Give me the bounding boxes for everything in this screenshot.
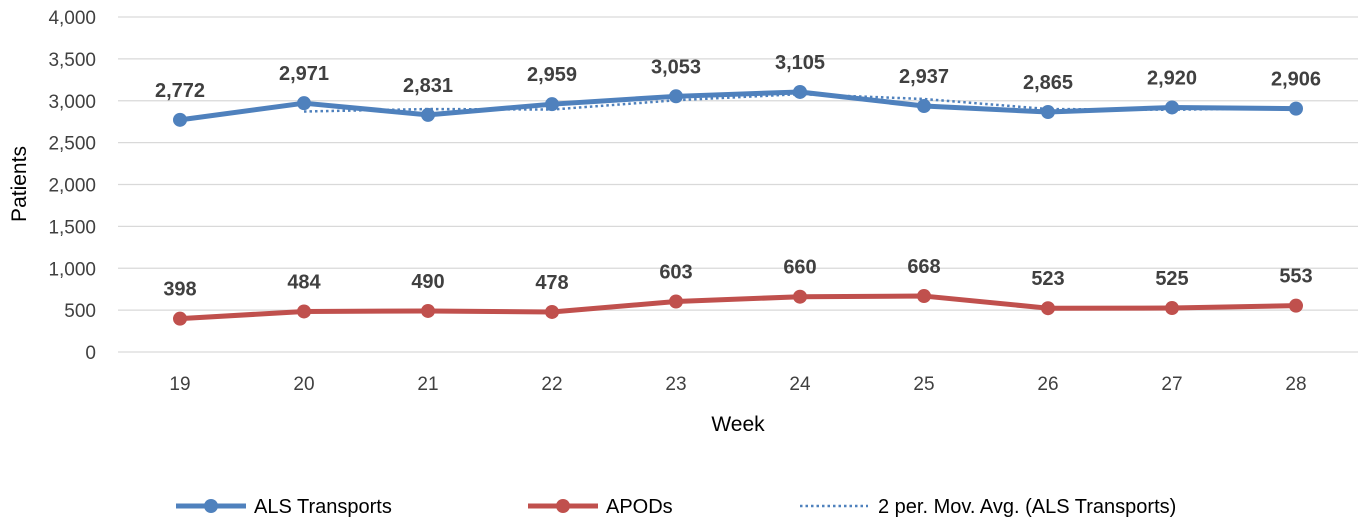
data-label-apods: 603 [659, 261, 692, 283]
y-tick-label: 4,000 [48, 8, 96, 29]
y-tick-label: 1,500 [48, 217, 96, 238]
x-axis-title: Week [711, 413, 765, 436]
data-label-als-transports: 3,105 [775, 52, 825, 74]
y-tick-label: 0 [85, 343, 96, 364]
legend-item-apods: APODs [528, 496, 673, 518]
x-tick-label: 20 [293, 374, 314, 395]
data-point-als-transports [421, 107, 435, 122]
series-line-apods [179, 293, 1297, 322]
x-tick-label: 26 [1037, 374, 1058, 395]
data-label-als-transports: 2,971 [279, 63, 329, 85]
data-label-apods: 553 [1279, 266, 1312, 288]
x-tick-label: 23 [665, 374, 686, 395]
legend-label-als-transports: ALS Transports [254, 496, 392, 518]
data-point-als-transports [1289, 101, 1303, 116]
x-tick-label: 22 [541, 374, 562, 395]
x-tick-label: 25 [913, 374, 934, 395]
data-point-apods [793, 289, 807, 304]
y-tick-label: 2,000 [48, 176, 96, 197]
data-label-als-transports: 2,959 [527, 64, 577, 86]
data-point-apods [1165, 301, 1179, 316]
data-point-apods [917, 289, 931, 304]
data-label-apods: 660 [783, 257, 816, 279]
data-point-als-transports [793, 84, 807, 99]
legend-item-als-transports: ALS Transports [176, 496, 392, 518]
data-point-als-transports [297, 96, 311, 111]
data-point-apods [297, 304, 311, 319]
data-labels: 2,772 2,971 2,831 2,959 3,053 3,105 2,937 2,865… [155, 52, 1321, 301]
data-point-apods [1041, 301, 1055, 316]
data-label-als-transports: 3,053 [651, 56, 701, 78]
y-axis-title: Patients [8, 146, 31, 222]
data-label-als-transports: 2,937 [899, 66, 949, 88]
y-tick-label: 2,500 [48, 134, 96, 155]
data-label-als-transports: 2,831 [403, 75, 453, 97]
data-label-apods: 490 [411, 271, 444, 293]
x-tick-label: 19 [169, 374, 190, 395]
data-point-als-transports [545, 97, 559, 112]
data-point-als-transports [917, 99, 931, 114]
data-point-als-transports [173, 112, 187, 127]
data-label-apods: 523 [1031, 268, 1064, 290]
x-tick-label: 27 [1161, 374, 1182, 395]
legend-item-moving-average: 2 per. Mov. Avg. (ALS Transports) [800, 496, 1176, 518]
y-tick-label: 3,500 [48, 50, 96, 71]
y-tick-label: 3,000 [48, 92, 96, 113]
data-point-als-transports [669, 89, 683, 104]
data-label-als-transports: 2,920 [1147, 67, 1197, 89]
data-point-apods [173, 311, 187, 326]
data-point-als-transports [1165, 100, 1179, 115]
y-tick-label: 1,000 [48, 259, 96, 280]
data-label-als-transports: 2,772 [155, 80, 205, 102]
legend: ALS Transports APODs 2 per. Mov. Avg. (A… [176, 496, 1176, 518]
legend-marker-als-transports [204, 499, 218, 513]
legend-marker-apods [556, 499, 570, 513]
x-tick-label: 24 [789, 374, 811, 395]
y-axis-ticks: 0 500 1,000 1,500 2,000 2,500 3,000 3,500 4,000 [48, 8, 96, 364]
data-label-als-transports: 2,906 [1271, 69, 1321, 91]
y-tick-label: 500 [64, 301, 96, 322]
data-label-als-transports: 2,865 [1023, 72, 1073, 94]
legend-label-apods: APODs [606, 496, 673, 518]
data-point-als-transports [1041, 105, 1055, 120]
x-axis-ticks: 19 20 21 22 23 24 25 26 27 28 [169, 374, 1306, 395]
series-line-als-transports [179, 89, 1297, 123]
data-label-apods: 398 [163, 279, 196, 301]
data-point-apods [1289, 298, 1303, 313]
data-label-apods: 478 [535, 272, 568, 294]
x-tick-label: 21 [417, 374, 438, 395]
data-label-apods: 668 [907, 256, 940, 278]
data-point-apods [545, 304, 559, 319]
data-point-apods [421, 303, 435, 318]
x-tick-label: 28 [1285, 374, 1306, 395]
data-label-apods: 484 [287, 271, 321, 293]
data-label-apods: 525 [1155, 268, 1188, 290]
series-lines [173, 84, 1303, 326]
legend-label-moving-average: 2 per. Mov. Avg. (ALS Transports) [878, 496, 1176, 518]
data-point-apods [669, 294, 683, 309]
